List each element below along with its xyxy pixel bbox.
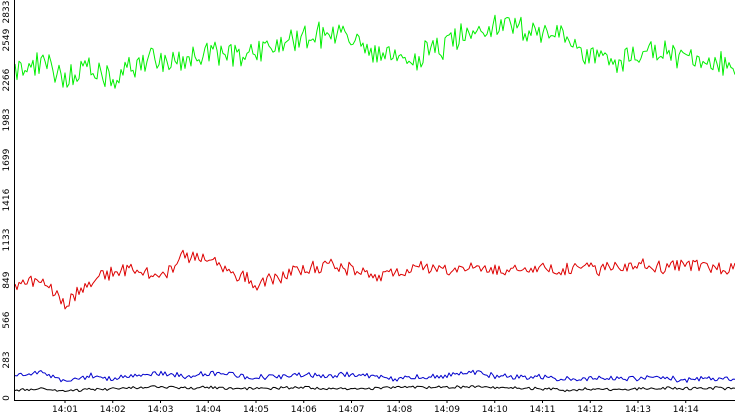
y-tick-label: 1416 <box>2 188 12 211</box>
y-tick-label: 1983 <box>2 109 12 132</box>
x-tick-label: 14:04 <box>195 405 221 415</box>
x-tick-label: 14:09 <box>434 405 460 415</box>
x-tick-label: 14:07 <box>339 405 365 415</box>
y-tick-labels: 0 283 566 849 1133 1416 1699 1983 2266 2549 2833 <box>2 1 12 401</box>
y-tick-label: 0 <box>2 395 12 401</box>
series-line-4 <box>14 385 735 393</box>
x-tick-label: 14:01 <box>52 405 78 415</box>
x-tick-label: 14:05 <box>243 405 269 415</box>
series-line-3 <box>14 369 735 383</box>
y-tick-label: 1699 <box>2 148 12 171</box>
x-tick-label: 14:12 <box>577 405 603 415</box>
y-tick-label: 283 <box>2 351 12 368</box>
y-tick-label: 849 <box>2 271 12 288</box>
y-tick-label: 566 <box>2 311 12 328</box>
x-tick-label: 14:06 <box>291 405 317 415</box>
x-tick-label: 14:08 <box>386 405 412 415</box>
x-tick-label: 14:13 <box>625 405 651 415</box>
series-layer <box>14 14 735 393</box>
y-tick-label: 1133 <box>2 229 12 252</box>
x-tick-label: 14:14 <box>673 405 699 415</box>
x-tick-labels: 14:01 14:02 14:03 14:04 14:05 14:06 14:07 14:08… <box>52 400 699 415</box>
series-line-1 <box>14 14 735 89</box>
y-tick-label: 2833 <box>2 1 12 24</box>
x-tick-label: 14:10 <box>482 405 508 415</box>
y-tick-label: 2549 <box>2 28 12 51</box>
x-tick-label: 14:11 <box>530 405 556 415</box>
x-tick-label: 14:02 <box>100 405 126 415</box>
x-tick-label: 14:03 <box>148 405 174 415</box>
y-tick-label: 2266 <box>2 68 12 91</box>
series-line-2 <box>14 249 735 310</box>
